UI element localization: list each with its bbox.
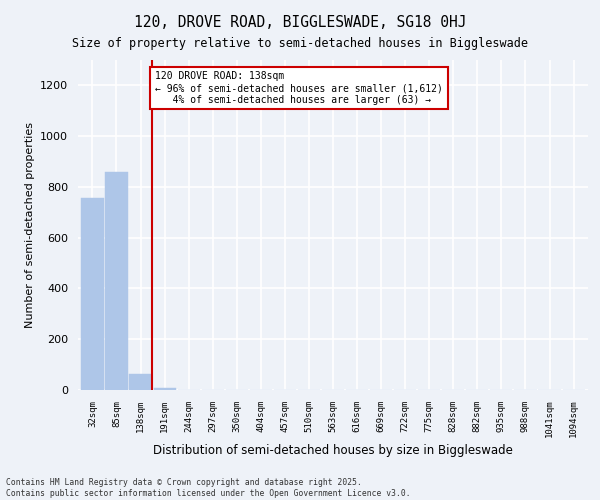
Text: Size of property relative to semi-detached houses in Biggleswade: Size of property relative to semi-detach… xyxy=(72,38,528,51)
Bar xyxy=(106,172,128,390)
X-axis label: Distribution of semi-detached houses by size in Biggleswade: Distribution of semi-detached houses by … xyxy=(153,444,513,458)
Y-axis label: Number of semi-detached properties: Number of semi-detached properties xyxy=(25,122,35,328)
Bar xyxy=(130,374,152,390)
Text: 120, DROVE ROAD, BIGGLESWADE, SG18 0HJ: 120, DROVE ROAD, BIGGLESWADE, SG18 0HJ xyxy=(134,15,466,30)
Bar xyxy=(82,198,104,390)
Text: 120 DROVE ROAD: 138sqm
← 96% of semi-detached houses are smaller (1,612)
   4% o: 120 DROVE ROAD: 138sqm ← 96% of semi-det… xyxy=(155,72,443,104)
Text: Contains HM Land Registry data © Crown copyright and database right 2025.
Contai: Contains HM Land Registry data © Crown c… xyxy=(6,478,410,498)
Bar xyxy=(154,388,176,390)
